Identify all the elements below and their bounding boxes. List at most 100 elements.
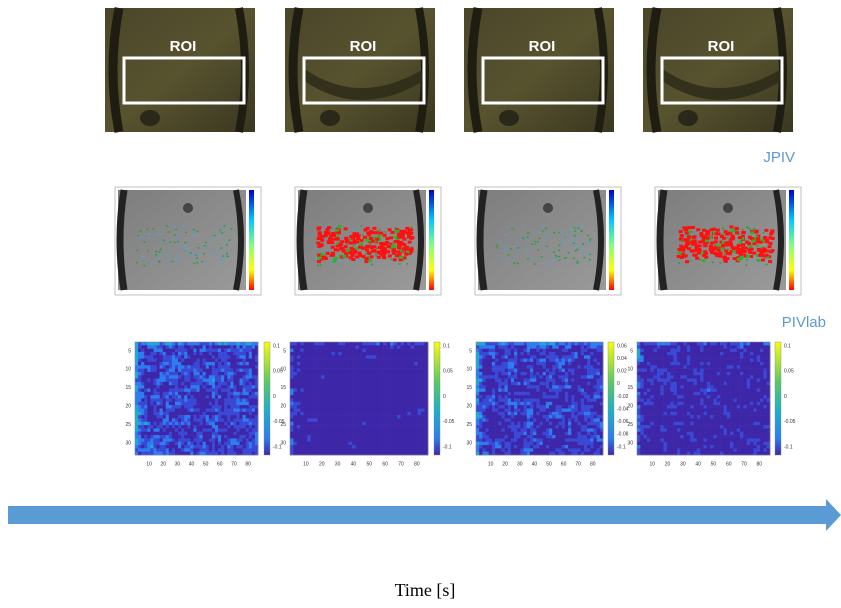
heatmap-cell <box>564 375 569 379</box>
jpiv-vector <box>691 257 694 259</box>
jpiv-vector <box>328 234 333 238</box>
jpiv-vector <box>714 232 719 236</box>
heatmap-cell <box>331 428 336 433</box>
heatmap-cell <box>390 345 394 349</box>
jpiv-vector <box>330 241 335 245</box>
heatmap-cell <box>583 408 588 413</box>
heatmap-cell <box>214 378 219 383</box>
heatmap-cell <box>251 421 256 426</box>
heatmap-cell <box>341 365 346 369</box>
jpiv-vector <box>763 236 768 240</box>
heatmap-cell <box>549 431 553 436</box>
heatmap-cell <box>359 401 363 406</box>
heatmap-cell <box>150 415 154 419</box>
jpiv-vector <box>526 250 529 253</box>
jpiv-vector <box>696 231 699 233</box>
heatmap-cell <box>514 358 518 363</box>
heatmap-cell <box>403 431 408 436</box>
jpiv-vector <box>577 237 580 239</box>
heatmap-cell <box>300 348 305 353</box>
heatmap-cell <box>390 348 394 353</box>
heatmap-cell <box>526 355 531 359</box>
heatmap-cell <box>485 431 489 436</box>
heatmap-cell <box>596 351 601 356</box>
heatmap-cell <box>300 345 305 349</box>
heatmap-cell <box>376 438 380 443</box>
heatmap-cell <box>233 365 237 369</box>
jpiv-vector <box>380 244 385 248</box>
heatmap-cell <box>251 368 256 373</box>
heatmap-cell <box>251 398 256 403</box>
heatmap-cell <box>187 415 191 419</box>
heatmap-cell <box>150 408 154 413</box>
heatmap-cell <box>526 375 531 379</box>
heatmap-cell <box>214 411 219 416</box>
heatmap-cell <box>362 418 367 423</box>
jpiv-vector <box>764 253 769 257</box>
heatmap-cell <box>403 428 408 433</box>
heatmap-cell <box>221 391 225 396</box>
heatmap-cell <box>150 368 154 373</box>
heatmap-cell <box>218 381 222 386</box>
heatmap-cell <box>568 421 572 426</box>
jpiv-vector <box>223 252 226 255</box>
heatmap-cell <box>141 438 145 443</box>
heatmap-cell <box>393 345 398 349</box>
heatmap-cell <box>379 395 384 399</box>
jpiv-vector <box>686 230 691 234</box>
heatmap-cell <box>580 418 585 423</box>
heatmap-cell <box>552 381 556 386</box>
heatmap-cell <box>348 398 353 403</box>
heatmap-cell <box>539 435 543 439</box>
jpiv-vector <box>318 243 323 247</box>
heatmap-cell <box>307 351 311 356</box>
heatmap-cell <box>314 441 318 446</box>
heatmap-cell <box>307 345 311 349</box>
heatmap-cell <box>135 415 139 419</box>
jpiv-vector <box>710 250 715 254</box>
heatmap-cell <box>599 388 604 393</box>
jpiv-vector <box>709 228 714 232</box>
heatmap-cell <box>510 342 515 346</box>
jpiv-vector <box>214 238 217 241</box>
heatmap-cell <box>517 431 521 436</box>
heatmap-cell <box>536 428 540 433</box>
heatmap-cell <box>587 358 591 363</box>
roi-label: ROI <box>170 38 197 55</box>
heatmap-cell <box>396 361 401 366</box>
heatmap-cell <box>514 435 518 439</box>
heatmap-cell <box>196 351 200 356</box>
heatmap-cell <box>153 342 157 346</box>
heatmap-cell <box>414 428 418 433</box>
heatmap-cell <box>245 371 250 376</box>
heatmap-cell <box>498 345 502 349</box>
jpiv-vector <box>719 240 724 244</box>
heatmap-cell <box>135 425 139 429</box>
heatmap-cell <box>536 411 540 416</box>
heatmap-cell <box>403 381 408 386</box>
heatmap-cell <box>407 358 412 363</box>
heatmap-cell <box>184 345 188 349</box>
heatmap-cell <box>526 431 531 436</box>
heatmap-cell <box>184 368 188 373</box>
heatmap-cell <box>396 342 401 346</box>
heatmap-cell <box>542 365 547 369</box>
heatmap-cell <box>533 431 537 436</box>
heatmap-cell <box>248 428 253 433</box>
heatmap-cell <box>314 395 318 399</box>
heatmap-cell <box>498 415 502 419</box>
heatmap-cell <box>407 445 412 449</box>
heatmap-cell <box>580 391 585 396</box>
jpiv-vector <box>320 238 325 242</box>
heatmap-cell <box>355 348 360 353</box>
heatmap-cell <box>162 415 167 419</box>
heatmap-cell <box>514 421 518 426</box>
heatmap-cell <box>482 375 486 379</box>
heatmap-cell <box>338 448 343 452</box>
heatmap-cell <box>141 381 145 386</box>
heatmap-cell <box>303 381 308 386</box>
heatmap-cell <box>376 451 380 456</box>
heatmap-cell <box>590 385 594 389</box>
heatmap-cell <box>227 381 231 386</box>
heatmap-cell <box>400 418 405 423</box>
